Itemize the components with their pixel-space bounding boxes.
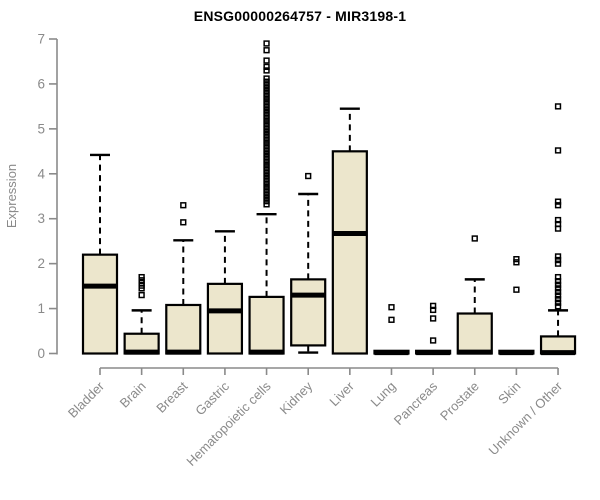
category-label: Breast <box>153 378 190 415</box>
chart-title: ENSG00000264757 - MIR3198-1 <box>193 8 407 24</box>
outlier-point <box>554 256 562 264</box>
outlier-point <box>429 302 437 310</box>
outlier-point <box>554 285 562 292</box>
outlier-point <box>263 63 270 71</box>
outlier-point <box>429 315 437 322</box>
outlier-point <box>138 291 145 299</box>
box <box>206 282 244 355</box>
outlier-point <box>554 303 562 310</box>
outlier-point <box>554 273 562 281</box>
category-label: Unknown / Other <box>486 378 566 458</box>
outlier-point <box>554 253 562 260</box>
outlier-point <box>305 172 312 180</box>
outlier-point <box>554 198 562 205</box>
outlier-point <box>554 220 562 228</box>
category-label: Kidney <box>277 378 316 417</box>
y-tick-label: 7 <box>37 32 45 47</box>
outlier-point <box>180 219 187 226</box>
category-label: Pancreas <box>391 378 441 428</box>
outlier-point <box>554 281 562 288</box>
category-label: Prostate <box>437 379 482 424</box>
outlier-point <box>513 256 520 263</box>
category-label: Skin <box>495 379 523 407</box>
category-label: Bladder <box>65 378 108 421</box>
category-label: Brain <box>117 379 149 411</box>
outlier-point <box>554 292 562 299</box>
outlier-point <box>180 202 187 209</box>
outlier-point <box>513 286 520 293</box>
outlier-point <box>554 147 562 154</box>
y-tick-label: 2 <box>37 256 45 271</box>
outlier-point <box>263 75 270 82</box>
outlier-point <box>429 337 437 344</box>
outlier-point <box>554 278 562 285</box>
box <box>456 312 493 355</box>
outlier-point <box>554 103 562 110</box>
category-label: Liver <box>326 378 357 409</box>
outlier-point <box>554 288 562 296</box>
outlier-point <box>388 316 395 323</box>
outlier-point <box>263 57 270 64</box>
y-tick-label: 6 <box>37 76 45 91</box>
y-tick-label: 5 <box>37 121 45 136</box>
box <box>248 295 285 355</box>
outlier-point <box>471 235 478 242</box>
box <box>290 278 327 347</box>
outlier-point <box>388 304 395 311</box>
outlier-point <box>554 299 562 306</box>
y-tick-label: 3 <box>37 211 45 226</box>
outlier-point <box>138 273 145 281</box>
outlier-point <box>554 202 562 209</box>
y-tick-label: 0 <box>37 346 45 361</box>
category-label: Lung <box>368 379 399 410</box>
category-label: Gastric <box>192 378 232 418</box>
outlier-point <box>429 306 437 314</box>
box <box>81 253 119 355</box>
outlier-point <box>263 67 270 74</box>
box <box>165 303 202 355</box>
y-tick-label: 1 <box>37 301 45 316</box>
outlier-point <box>263 40 270 47</box>
outlier-point <box>554 216 562 224</box>
outlier-point <box>263 47 270 54</box>
outlier-point <box>554 295 562 303</box>
y-tick-label: 4 <box>37 166 45 181</box>
outlier-point <box>554 260 562 267</box>
box <box>331 150 368 355</box>
